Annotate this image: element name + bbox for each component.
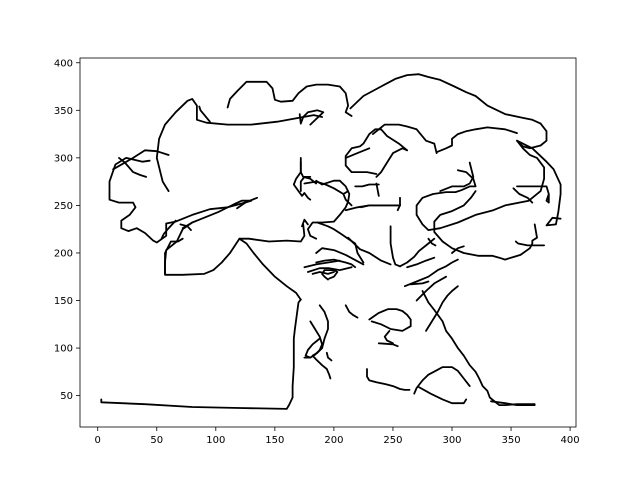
series-line-70	[366, 368, 411, 391]
series-line-2	[301, 218, 309, 228]
series-line-43	[347, 236, 392, 266]
series-line-22	[441, 223, 538, 261]
series-line-4	[108, 156, 253, 244]
series-line-65	[325, 351, 333, 362]
series-line-26	[360, 204, 401, 209]
series-line-19	[516, 185, 550, 204]
x-tick-label: 200	[324, 435, 343, 446]
series-line-7	[181, 221, 194, 230]
series-line-44	[389, 225, 401, 268]
series-line-53	[311, 271, 335, 275]
y-tick-label: 150	[54, 296, 73, 307]
series-line-1	[238, 223, 306, 301]
series-line-41	[316, 221, 365, 264]
series-line-32	[371, 123, 438, 155]
x-tick-label: 100	[206, 435, 225, 446]
series-line-30	[344, 128, 409, 175]
series-line-39	[292, 160, 312, 201]
series-group	[100, 73, 562, 410]
series-line-27	[375, 182, 380, 197]
series-line-31	[344, 147, 371, 159]
series-line-6	[160, 219, 177, 240]
series-line-14	[226, 80, 353, 117]
series-line-45	[399, 237, 436, 268]
series-line-36	[303, 180, 345, 195]
x-tick-label: 50	[150, 435, 163, 446]
series-line-33	[435, 126, 518, 154]
series-line-16	[349, 73, 542, 125]
series-line-28	[354, 183, 380, 188]
series-line-42	[315, 247, 365, 266]
series-line-0	[100, 298, 302, 410]
series-line-66	[344, 304, 359, 319]
y-tick-label: 300	[54, 153, 73, 164]
y-tick-label: 400	[54, 58, 73, 69]
series-line-25	[396, 196, 401, 212]
series-line-12	[155, 98, 324, 193]
x-tick-label: 300	[442, 435, 461, 446]
series-line-38	[299, 175, 312, 193]
series-line-63	[303, 320, 324, 359]
series-line-57	[421, 290, 536, 407]
series-line-47	[406, 256, 436, 269]
series-line-60	[417, 386, 468, 405]
x-tick-label: 0	[95, 435, 101, 446]
y-tick-label: 350	[54, 106, 73, 117]
series-line-20	[512, 187, 534, 204]
y-tick-label: 200	[54, 248, 73, 259]
series-line-54	[321, 269, 339, 281]
series-line-52	[303, 259, 341, 269]
x-tick-label: 250	[383, 435, 402, 446]
series-line-8	[179, 223, 192, 232]
series-line-11	[118, 156, 148, 178]
series-line-5	[112, 149, 170, 171]
series-line-67	[368, 308, 412, 332]
series-line-46	[403, 258, 459, 288]
series-line-17	[415, 122, 548, 232]
series-line-68	[383, 329, 394, 345]
series-line-13	[198, 105, 211, 123]
series-line-18	[516, 139, 562, 227]
series-line-29	[375, 147, 409, 178]
series-line-55	[415, 275, 448, 302]
series-line-64	[304, 337, 321, 359]
series-line-10	[164, 237, 184, 275]
y-tick-label: 100	[54, 344, 73, 355]
series-line-9	[236, 196, 259, 210]
x-tick-label: 400	[561, 435, 580, 446]
series-line-49	[451, 245, 465, 254]
series-line-34	[439, 161, 475, 193]
x-axis: 0 50 100 150 200 250 300 350 400	[95, 427, 580, 446]
series-line-61	[425, 285, 459, 332]
series-line-40	[306, 179, 351, 240]
y-axis: 50 100 150 200 250 300 350 400	[54, 58, 80, 402]
y-tick-label: 50	[60, 391, 73, 402]
x-tick-label: 350	[502, 435, 521, 446]
series-line-58	[490, 400, 536, 407]
series-line-56	[409, 280, 430, 286]
series-line-69	[377, 342, 399, 348]
series-line-51	[306, 266, 353, 273]
series-line-59	[413, 366, 471, 395]
y-tick-label: 250	[54, 201, 73, 212]
series-line-15	[298, 109, 325, 126]
series-line-48	[427, 237, 437, 247]
plot-area	[79, 57, 577, 428]
series-line-23	[514, 240, 545, 247]
x-tick-label: 150	[265, 435, 284, 446]
series-line-3	[164, 199, 253, 276]
series-line-21	[433, 190, 477, 243]
